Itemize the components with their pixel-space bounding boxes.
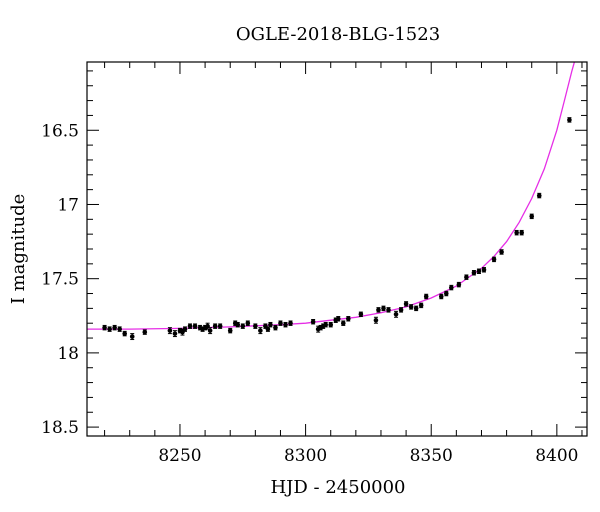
plot-area bbox=[87, 62, 576, 341]
data-point bbox=[245, 320, 251, 326]
data-point bbox=[567, 117, 572, 123]
x-tick-label: 8350 bbox=[410, 446, 453, 466]
y-tick-labels: 16.5 17 17.5 18 18.5 bbox=[41, 121, 79, 438]
y-ticks bbox=[87, 70, 587, 428]
data-point bbox=[376, 307, 381, 313]
data-point bbox=[182, 326, 188, 332]
model-curve bbox=[87, 62, 576, 330]
data-point bbox=[481, 267, 487, 273]
data-point bbox=[381, 306, 386, 311]
data-point bbox=[514, 230, 519, 235]
data-point bbox=[476, 268, 482, 274]
data-point bbox=[438, 294, 444, 299]
y-tick-label: 18 bbox=[57, 344, 79, 364]
x-tick-label: 8250 bbox=[158, 446, 201, 466]
x-tick-labels: 8250 8300 8350 8400 bbox=[158, 446, 578, 466]
data-point bbox=[192, 323, 198, 329]
data-point bbox=[386, 307, 391, 313]
data-point bbox=[253, 323, 258, 329]
data-point bbox=[268, 322, 273, 327]
data-point bbox=[491, 257, 497, 262]
data-point bbox=[117, 326, 122, 332]
data-point bbox=[346, 316, 351, 322]
y-tick-label: 17 bbox=[57, 195, 79, 215]
data-point bbox=[464, 274, 469, 280]
data-point bbox=[112, 325, 117, 330]
data-point bbox=[240, 323, 246, 329]
data-point bbox=[340, 320, 346, 326]
data-point bbox=[129, 334, 135, 339]
data-point bbox=[418, 303, 424, 308]
data-points bbox=[102, 117, 572, 341]
data-point bbox=[529, 214, 535, 219]
y-axis-label: I magnitude bbox=[8, 194, 29, 305]
data-point bbox=[288, 320, 293, 326]
data-point bbox=[122, 331, 127, 336]
y-tick-label: 16.5 bbox=[41, 121, 79, 141]
y-tick-label: 17.5 bbox=[41, 270, 79, 290]
chart-title: OGLE-2018-BLG-1523 bbox=[236, 24, 440, 45]
y-tick-label: 18.5 bbox=[41, 418, 79, 438]
data-point bbox=[335, 316, 341, 322]
data-point bbox=[471, 270, 477, 276]
plot-frame bbox=[86, 61, 588, 437]
x-tick-label: 8400 bbox=[535, 446, 578, 466]
data-point bbox=[273, 325, 278, 330]
data-point bbox=[323, 322, 328, 327]
data-point bbox=[187, 323, 193, 329]
data-point bbox=[167, 328, 173, 333]
data-point bbox=[212, 323, 218, 329]
data-point bbox=[413, 306, 419, 311]
data-point bbox=[278, 320, 283, 326]
data-point bbox=[227, 328, 233, 333]
data-point bbox=[217, 323, 223, 329]
data-point bbox=[283, 322, 288, 327]
data-point bbox=[393, 312, 399, 317]
data-point bbox=[408, 304, 414, 310]
data-point bbox=[142, 329, 148, 335]
data-point bbox=[519, 230, 524, 235]
data-point bbox=[373, 317, 379, 323]
data-point bbox=[265, 326, 271, 332]
data-point bbox=[403, 301, 409, 307]
data-point bbox=[358, 312, 364, 317]
data-point bbox=[449, 285, 454, 290]
x-axis-label: HJD - 2450000 bbox=[270, 477, 405, 498]
x-ticks bbox=[104, 62, 583, 436]
data-point bbox=[102, 325, 107, 330]
data-point bbox=[258, 328, 263, 333]
data-point bbox=[423, 294, 429, 299]
data-point bbox=[107, 326, 112, 332]
data-point bbox=[499, 249, 504, 255]
data-point bbox=[398, 307, 404, 313]
data-point bbox=[456, 282, 462, 287]
data-point bbox=[207, 328, 213, 333]
data-point bbox=[310, 319, 316, 325]
data-point bbox=[172, 331, 178, 336]
data-point bbox=[328, 322, 334, 327]
data-point bbox=[443, 291, 449, 296]
data-point bbox=[235, 322, 241, 327]
data-point bbox=[536, 193, 542, 198]
x-tick-label: 8300 bbox=[284, 446, 327, 466]
